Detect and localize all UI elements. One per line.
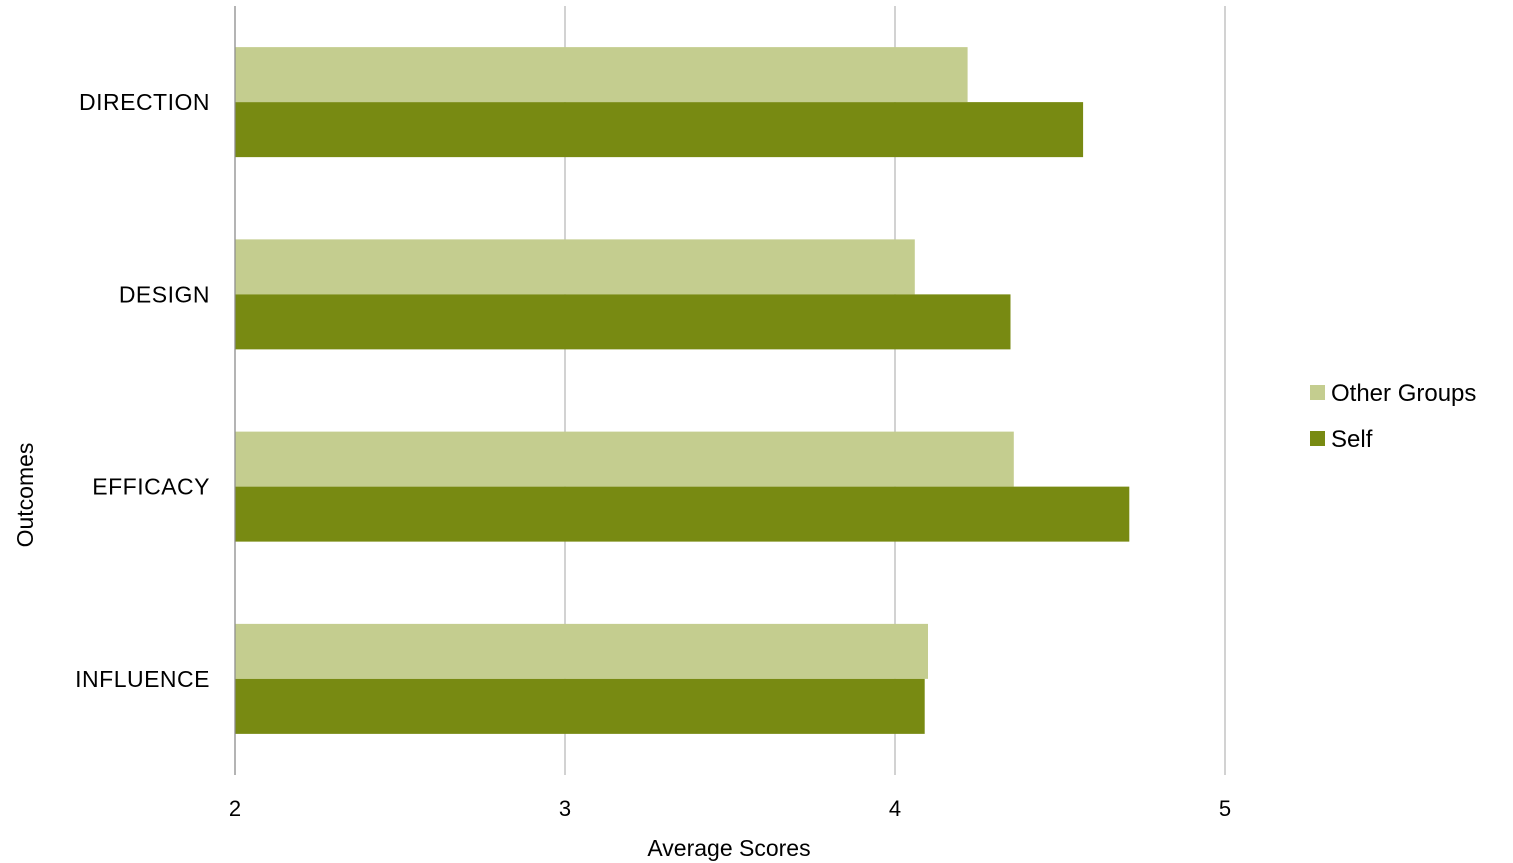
category-label: DIRECTION <box>79 89 210 115</box>
category-label: INFLUENCE <box>75 666 210 692</box>
bars <box>235 47 1130 734</box>
category-label: DESIGN <box>119 281 210 307</box>
bar-direction-other-groups <box>235 47 968 103</box>
x-tick-label: 5 <box>1219 796 1231 821</box>
bar-design-other-groups <box>235 239 915 295</box>
x-axis-title: Average Scores <box>647 835 810 861</box>
legend-swatch <box>1310 431 1325 446</box>
legend: Other Groups Self <box>1310 380 1476 453</box>
bar-efficacy-other-groups <box>235 431 1014 487</box>
x-tick-label: 3 <box>559 796 571 821</box>
bar-direction-self <box>235 102 1084 158</box>
legend-label: Self <box>1331 426 1373 453</box>
category-labels: DIRECTION DESIGN EFFICACY INFLUENCE <box>75 89 210 692</box>
bar-influence-self <box>235 678 925 734</box>
legend-label: Other Groups <box>1331 380 1476 407</box>
bar-influence-other-groups <box>235 623 928 679</box>
x-tick-label: 4 <box>889 796 901 821</box>
x-tick-labels: 2 3 4 5 <box>229 796 1231 821</box>
bar-design-self <box>235 294 1011 350</box>
legend-swatch <box>1310 385 1325 400</box>
y-axis-title: Outcomes <box>12 443 38 548</box>
x-tick-label: 2 <box>229 796 241 821</box>
category-label: EFFICACY <box>92 474 210 500</box>
bar-efficacy-self <box>235 486 1130 542</box>
